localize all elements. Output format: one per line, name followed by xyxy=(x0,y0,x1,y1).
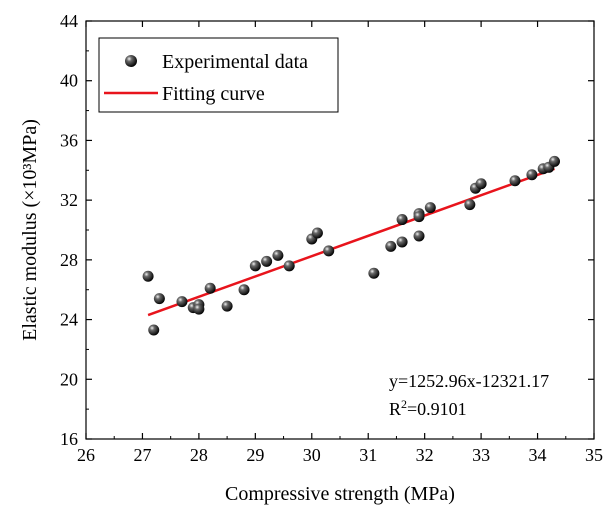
x-tick-label: 29 xyxy=(246,445,264,465)
x-tick-label: 26 xyxy=(77,445,95,465)
y-tick-label: 44 xyxy=(60,11,78,31)
data-point xyxy=(526,169,538,181)
fitting-curve-line xyxy=(147,167,555,317)
data-point xyxy=(249,260,261,272)
y-tick-label: 24 xyxy=(60,310,78,330)
data-point xyxy=(424,202,436,214)
y-tick-label: 20 xyxy=(60,369,78,389)
x-tick-label: 28 xyxy=(190,445,208,465)
x-tick-label: 30 xyxy=(303,445,321,465)
data-point xyxy=(396,214,408,226)
x-tick-label: 32 xyxy=(416,445,434,465)
data-point xyxy=(509,175,521,187)
x-axis-title: Compressive strength (MPa) xyxy=(225,483,455,505)
y-tick-label: 16 xyxy=(60,429,78,449)
data-point xyxy=(148,324,160,336)
regression-equation: y=1252.96x-12321.17 xyxy=(389,371,549,391)
x-tick-label: 27 xyxy=(133,445,151,465)
data-point xyxy=(176,296,188,308)
y-tick-label: 28 xyxy=(60,250,78,270)
x-tick-label: 33 xyxy=(472,445,490,465)
data-point xyxy=(464,199,476,211)
x-tick-label: 34 xyxy=(529,445,547,465)
y-tick-label: 40 xyxy=(60,71,78,91)
data-points-layer xyxy=(142,155,560,336)
data-point xyxy=(413,230,425,242)
data-point xyxy=(238,284,250,296)
data-point xyxy=(272,249,284,261)
data-point xyxy=(221,300,233,312)
y-tick-label: 36 xyxy=(60,130,78,150)
data-point xyxy=(413,211,425,223)
axis-ticks: 26 27 28 29 30 31 32 33 34 35 16 20 24 28 32 36 40 44 xyxy=(60,11,603,465)
legend: Experimental data Fitting curve xyxy=(98,37,339,113)
data-point xyxy=(323,245,335,257)
data-point xyxy=(193,303,205,315)
legend-label-experimental: Experimental data xyxy=(162,51,308,73)
x-tick-label: 31 xyxy=(359,445,377,465)
data-point xyxy=(261,255,273,267)
y-tick-label: 32 xyxy=(60,190,78,210)
data-point xyxy=(142,270,154,282)
x-tick-label: 35 xyxy=(585,445,603,465)
y-axis-title: Elastic modulus (×10³MPa) xyxy=(19,119,41,341)
legend-box xyxy=(98,37,339,113)
fitting-curve-layer xyxy=(147,167,555,317)
data-point xyxy=(311,227,323,239)
data-point xyxy=(204,282,216,294)
data-point xyxy=(385,240,397,252)
data-point xyxy=(368,267,380,279)
data-point xyxy=(283,260,295,272)
data-point xyxy=(548,155,560,167)
r-squared: R2=0.9101 xyxy=(389,397,467,419)
data-point xyxy=(475,178,487,190)
data-point xyxy=(153,293,165,305)
legend-marker-experimental xyxy=(125,55,137,67)
legend-label-fitting: Fitting curve xyxy=(162,83,265,105)
data-point xyxy=(396,236,408,248)
